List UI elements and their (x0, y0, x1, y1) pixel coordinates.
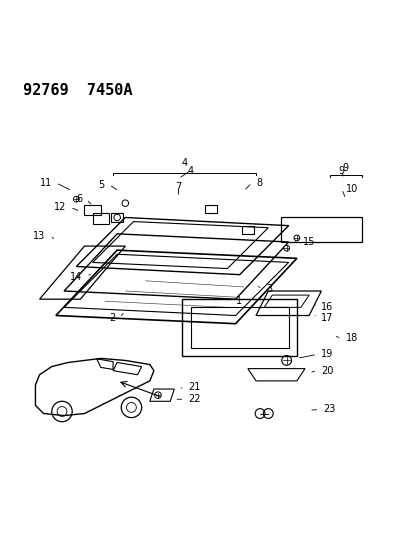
Text: 2: 2 (109, 312, 115, 322)
Text: 4: 4 (187, 166, 193, 175)
Text: 15: 15 (302, 237, 315, 247)
Text: 9: 9 (338, 166, 344, 175)
Bar (111, 213, 123, 222)
Text: 21: 21 (188, 382, 200, 392)
Text: 4: 4 (181, 158, 187, 168)
Text: 11: 11 (40, 178, 52, 188)
Bar (204, 205, 217, 213)
Text: 3: 3 (266, 284, 272, 294)
Text: 20: 20 (320, 366, 333, 376)
Text: 10: 10 (345, 184, 357, 194)
Bar (241, 225, 253, 234)
Text: 92769  7450A: 92769 7450A (23, 83, 133, 98)
Text: 18: 18 (345, 333, 357, 343)
Bar (93, 213, 109, 224)
Text: 1: 1 (235, 296, 241, 306)
Text: 7: 7 (175, 182, 181, 192)
Text: 13: 13 (33, 231, 45, 241)
Text: 9: 9 (342, 163, 348, 173)
Circle shape (283, 245, 289, 251)
Text: 17: 17 (320, 312, 333, 322)
Text: 5: 5 (98, 180, 104, 190)
Text: 14: 14 (70, 272, 82, 282)
Text: 8: 8 (255, 178, 261, 188)
Circle shape (293, 235, 299, 241)
Text: 22: 22 (188, 394, 201, 404)
Text: 12: 12 (54, 203, 66, 212)
Text: 23: 23 (323, 405, 335, 415)
Text: 19: 19 (320, 349, 333, 359)
Text: 6: 6 (76, 194, 82, 204)
Circle shape (73, 196, 79, 202)
Text: 16: 16 (320, 302, 333, 312)
Bar (84, 205, 100, 215)
